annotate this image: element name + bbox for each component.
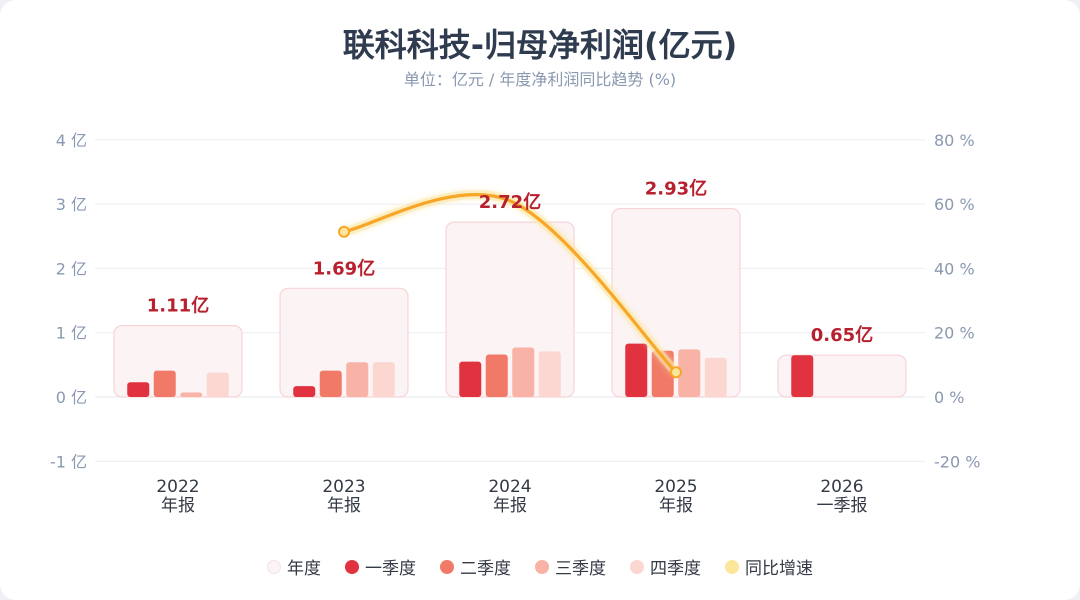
yoy-point <box>338 225 350 238</box>
quarter-bar <box>538 351 561 397</box>
quarter-bar <box>372 362 395 397</box>
legend-item[interactable]: 同比增速 <box>725 554 813 579</box>
y-left-tick-label: 4 亿 <box>56 131 87 150</box>
yoy-line <box>338 190 682 379</box>
legend-item[interactable]: 四季度 <box>630 554 701 579</box>
x-tick-period: 年报 <box>493 496 527 516</box>
y-left-tick-label: 3 亿 <box>56 195 87 214</box>
chart-title: 联科科技-归母净利润(亿元) <box>342 26 738 64</box>
legend-label: 二季度 <box>460 559 511 579</box>
quarter-bar <box>180 392 203 397</box>
annual-value-label: 0.65亿 <box>811 324 873 346</box>
legend-swatch <box>440 559 454 574</box>
legend-label: 四季度 <box>650 559 701 579</box>
quarter-bar <box>153 370 176 397</box>
quarter-bars <box>127 343 814 397</box>
x-tick-period: 年报 <box>161 496 195 516</box>
quarter-bar <box>512 347 535 397</box>
chart-subtitle: 单位：亿元 / 年度净利润同比趋势 (%) <box>403 70 677 89</box>
y-right-tick-label: 80 % <box>934 131 975 150</box>
yoy-line-path <box>342 193 678 374</box>
y-left-tick-label: 1 亿 <box>56 324 87 343</box>
legend-swatch <box>345 559 359 574</box>
y-left-tick-label: 2 亿 <box>56 259 87 278</box>
x-tick-year: 2025 <box>654 477 697 497</box>
legend-item[interactable]: 二季度 <box>440 554 511 579</box>
x-tick-year: 2026 <box>820 477 863 497</box>
y-left-tick-label: 0 亿 <box>56 388 87 407</box>
quarter-bar <box>127 382 150 397</box>
annual-value-label: 2.93亿 <box>645 178 707 200</box>
quarter-bar <box>704 357 727 397</box>
quarter-bar <box>346 362 369 397</box>
quarter-bar <box>319 370 342 397</box>
y-right-tick-label: -20 % <box>934 452 980 471</box>
y-right-tick-label: 40 % <box>934 259 975 278</box>
quarter-bar <box>678 349 701 397</box>
legend-label: 同比增速 <box>745 559 813 579</box>
annual-value-label: 1.69亿 <box>313 257 375 279</box>
legend-item[interactable]: 一季度 <box>345 554 416 579</box>
y-left-tick-label: -1 亿 <box>50 452 87 471</box>
quarter-bar <box>625 343 648 397</box>
y-right-tick-label: 20 % <box>934 324 975 343</box>
legend-swatch <box>267 559 281 574</box>
quarter-bar <box>485 354 508 397</box>
legend-swatch <box>725 559 739 574</box>
legend-label: 年度 <box>287 559 321 579</box>
y-right-tick-label: 0 % <box>934 388 964 407</box>
x-tick-period: 年报 <box>327 496 361 516</box>
legend-swatch <box>630 559 644 574</box>
quarter-bar <box>206 372 229 397</box>
y-axis-left: -1 亿 0 亿 1 亿 2 亿 3 亿 4 亿 <box>50 131 87 471</box>
x-tick-year: 2023 <box>322 477 365 497</box>
y-right-tick-label: 60 % <box>934 195 975 214</box>
annual-value-label: 2.72亿 <box>479 191 541 213</box>
legend-item[interactable]: 三季度 <box>535 554 606 579</box>
x-tick-period: 年报 <box>659 496 693 516</box>
x-tick-year: 2022 <box>156 477 199 497</box>
legend-label: 三季度 <box>555 559 606 579</box>
legend: 年度 一季度 二季度 三季度 四季度 同比增速 <box>0 554 1080 579</box>
x-tick-period: 一季报 <box>817 496 868 516</box>
legend-label: 一季度 <box>365 559 416 579</box>
annual-value-labels: 1.11亿 1.69亿 2.72亿 2.93亿 0.65亿 <box>147 178 873 347</box>
annual-value-label: 1.11亿 <box>147 295 209 317</box>
quarter-bar <box>459 361 482 397</box>
x-tick-year: 2024 <box>488 477 531 497</box>
quarter-bar <box>791 355 814 397</box>
legend-item[interactable]: 年度 <box>267 554 321 579</box>
yoy-point <box>670 366 682 379</box>
legend-swatch <box>535 559 549 574</box>
y-axis-right: -20 % 0 % 20 % 40 % 60 % 80 % <box>934 131 980 471</box>
quarter-bar <box>293 386 316 397</box>
annual-bars <box>113 208 907 398</box>
